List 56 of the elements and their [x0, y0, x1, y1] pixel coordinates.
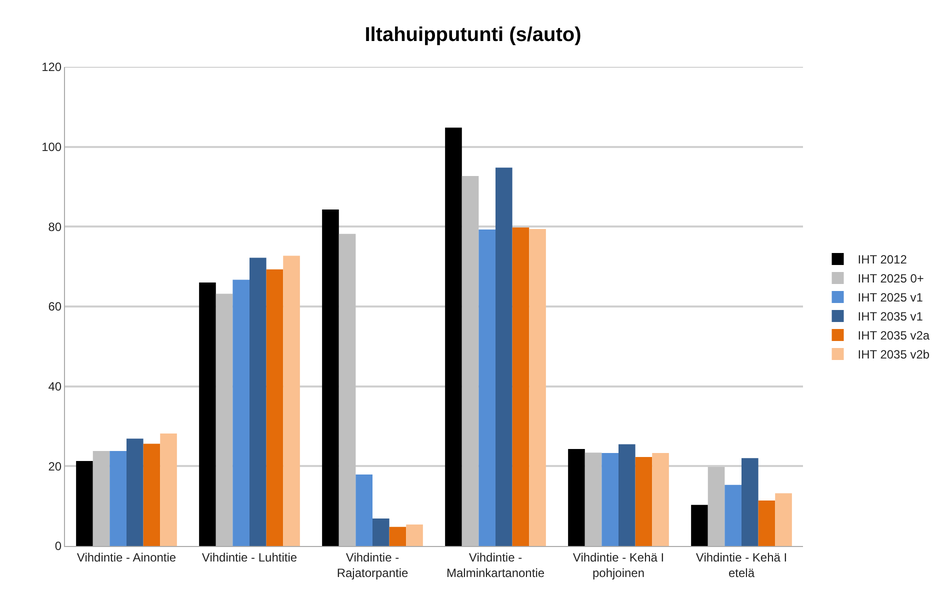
- x-tick-label: Vihdintie - Kehä I etelä: [696, 550, 788, 580]
- bar: [478, 229, 496, 546]
- legend-label: IHT 2035 v2b: [858, 348, 930, 362]
- bar: [389, 526, 406, 546]
- bar: [496, 168, 512, 546]
- y-tick-label: 100: [42, 140, 62, 154]
- bar: [126, 438, 144, 546]
- x-tick-label: Vihdintie - Rajatorpantie: [336, 550, 409, 580]
- bar: [406, 524, 423, 546]
- bar: [356, 474, 372, 546]
- legend-label: IHT 2035 v1: [858, 310, 924, 324]
- y-tick-label: 120: [42, 60, 62, 74]
- bar: [250, 258, 266, 546]
- bar: [568, 449, 585, 546]
- bar: [216, 294, 233, 546]
- y-tick-label: 60: [48, 300, 62, 314]
- legend-label: IHT 2025 0+: [858, 272, 924, 286]
- bar: [584, 452, 602, 546]
- bar: [372, 518, 390, 546]
- bar: [92, 451, 110, 546]
- bar: [775, 493, 792, 546]
- bar: [742, 458, 758, 546]
- bar: [652, 452, 669, 546]
- x-tick-label: Vihdintie - Luhtitie: [202, 550, 298, 564]
- y-tick-label: 20: [48, 459, 62, 474]
- bar: [635, 456, 652, 546]
- bar: [691, 504, 708, 546]
- bar: [724, 484, 742, 546]
- bar: [199, 282, 216, 546]
- x-tick-label: Vihdintie - Malminkartanontie: [446, 550, 545, 580]
- bar: [338, 234, 356, 546]
- bar: [529, 229, 546, 546]
- bar: [143, 444, 160, 546]
- y-tick-label: 40: [48, 380, 62, 394]
- bar: [618, 444, 636, 546]
- bar: [232, 280, 250, 546]
- bar: [512, 227, 530, 546]
- bar: [322, 210, 339, 546]
- bar: [266, 269, 284, 546]
- bar: [110, 451, 126, 546]
- x-tick-label: Vihdintie - Ainontie: [76, 550, 176, 564]
- legend-label: IHT 2012: [858, 252, 908, 267]
- bar: [283, 256, 300, 546]
- bar: [445, 128, 462, 546]
- y-tick-label: 0: [54, 539, 62, 554]
- bar: [602, 452, 618, 546]
- bar: [160, 433, 177, 546]
- bar: [462, 176, 479, 546]
- x-tick-label: Vihdintie - Kehä I pohjoinen: [572, 550, 664, 580]
- bar: [758, 500, 776, 546]
- legend-label: IHT 2025 v1: [858, 290, 924, 305]
- y-tick-label: 80: [48, 220, 62, 234]
- legend-label: IHT 2035 v2a: [858, 328, 930, 343]
- bar: [76, 460, 93, 546]
- chart-title: Iltahuipputunti (s/auto): [364, 24, 582, 46]
- bar: [708, 466, 725, 546]
